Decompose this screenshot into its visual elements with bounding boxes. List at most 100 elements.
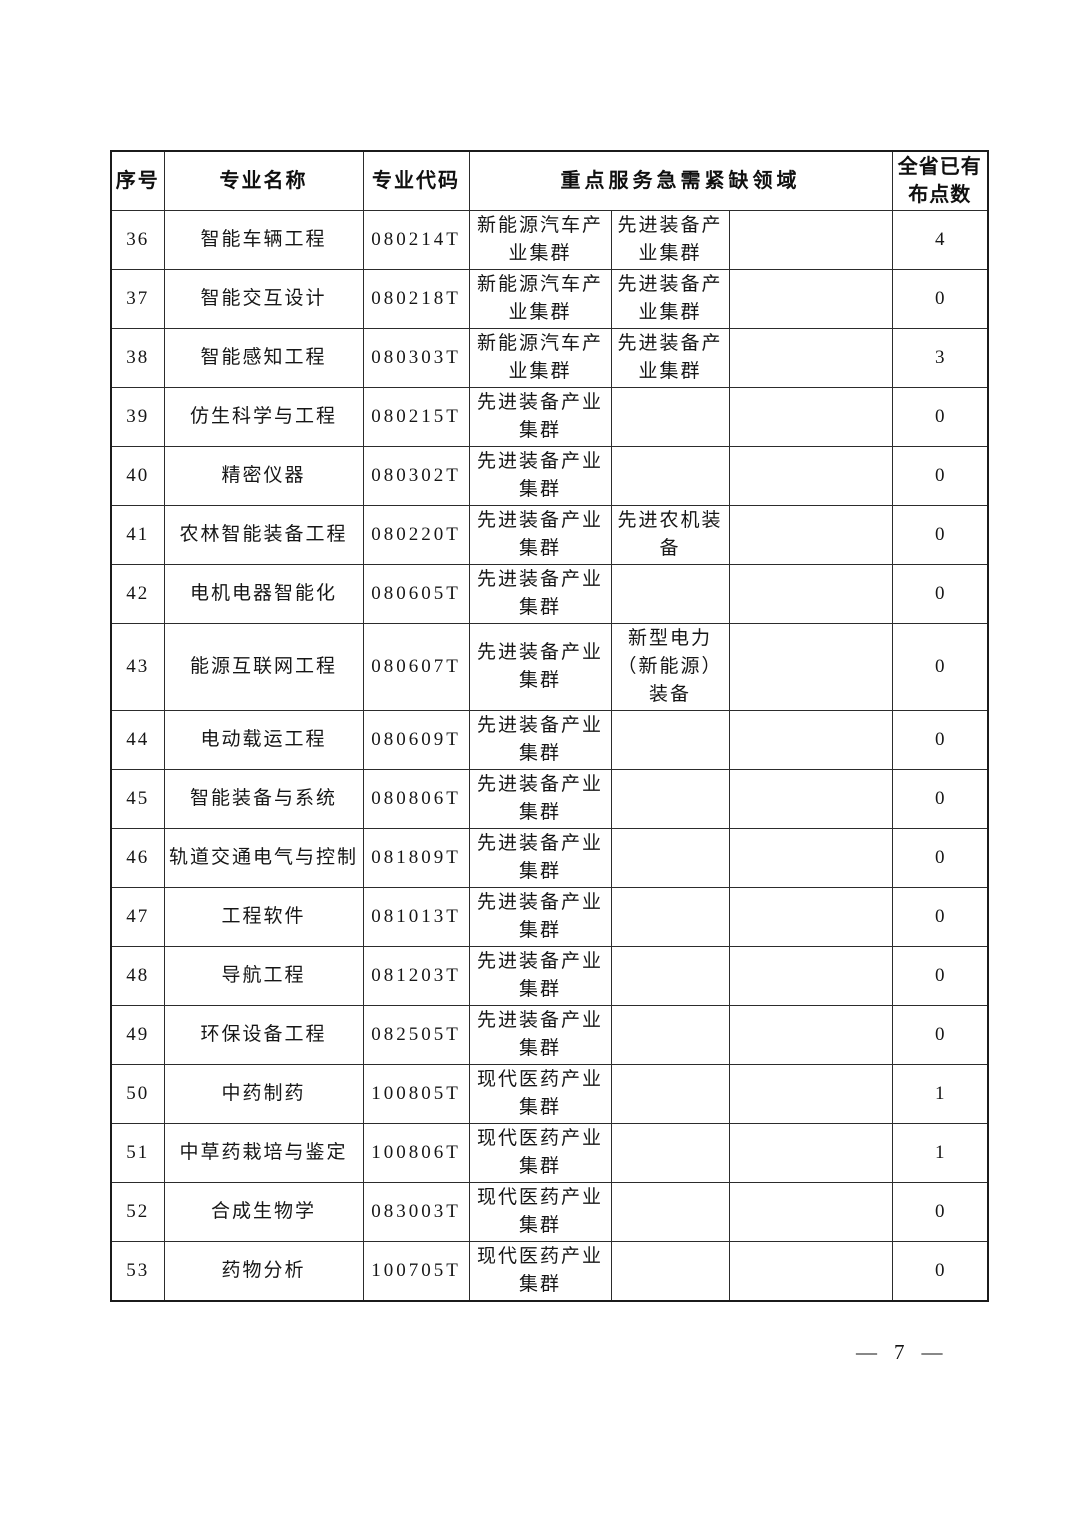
cell-f2	[610, 769, 730, 829]
cell-name: 智能感知工程	[163, 328, 364, 388]
cell-f2	[610, 1005, 730, 1065]
cell-seq: 42	[110, 564, 165, 624]
cell-count: 0	[891, 446, 989, 506]
cell-f3	[728, 710, 893, 770]
cell-f3	[728, 828, 893, 888]
cell-f1: 先进装备产业 集群	[468, 446, 612, 506]
cell-code: 083003T	[362, 1182, 470, 1242]
cell-name: 药物分析	[163, 1241, 364, 1302]
cell-code: 080303T	[362, 328, 470, 388]
table-row: 38 智能感知工程 080303T 新能源汽车产 业集群 先进装备产 业集群 3	[110, 328, 989, 388]
cell-name: 电机电器智能化	[163, 564, 364, 624]
cell-count: 0	[891, 505, 989, 565]
cell-f2	[610, 1064, 730, 1124]
cell-name: 环保设备工程	[163, 1005, 364, 1065]
cell-f2: 先进装备产 业集群	[610, 328, 730, 388]
cell-f1: 新能源汽车产 业集群	[468, 269, 612, 329]
cell-seq: 44	[110, 710, 165, 770]
header-name: 专业名称	[163, 150, 364, 211]
cell-count: 0	[891, 1182, 989, 1242]
cell-code: 081809T	[362, 828, 470, 888]
header-code: 专业代码	[362, 150, 470, 211]
cell-count: 0	[891, 623, 989, 711]
cell-f1: 先进装备产业 集群	[468, 769, 612, 829]
cell-f1: 先进装备产业 集群	[468, 387, 612, 447]
cell-f1: 现代医药产业 集群	[468, 1182, 612, 1242]
cell-code: 080214T	[362, 210, 470, 270]
cell-name: 中药制药	[163, 1064, 364, 1124]
cell-name: 电动载运工程	[163, 710, 364, 770]
cell-seq: 41	[110, 505, 165, 565]
cell-code: 080218T	[362, 269, 470, 329]
cell-seq: 51	[110, 1123, 165, 1183]
cell-f2	[610, 946, 730, 1006]
header-seq: 序号	[110, 150, 165, 211]
cell-f3	[728, 446, 893, 506]
cell-f2	[610, 1241, 730, 1302]
table-row: 47 工程软件 081013T 先进装备产业 集群 0	[110, 887, 989, 947]
cell-seq: 49	[110, 1005, 165, 1065]
cell-count: 0	[891, 1241, 989, 1302]
cell-f3	[728, 946, 893, 1006]
cell-name: 智能交互设计	[163, 269, 364, 329]
cell-f2	[610, 710, 730, 770]
cell-count: 0	[891, 1005, 989, 1065]
cell-f3	[728, 1123, 893, 1183]
cell-f2: 先进装备产 业集群	[610, 269, 730, 329]
cell-code: 100805T	[362, 1064, 470, 1124]
cell-f3	[728, 269, 893, 329]
cell-seq: 43	[110, 623, 165, 711]
table-body: 36 智能车辆工程 080214T 新能源汽车产 业集群 先进装备产 业集群 4 37 智能交…	[110, 210, 989, 1302]
cell-seq: 52	[110, 1182, 165, 1242]
cell-f2	[610, 887, 730, 947]
cell-code: 080605T	[362, 564, 470, 624]
cell-f3	[728, 623, 893, 711]
cell-f3	[728, 505, 893, 565]
table-row: 44 电动载运工程 080609T 先进装备产业 集群 0	[110, 710, 989, 770]
table-header: 序号 专业名称 专业代码 重点服务急需紧缺领域 全省已有 布点数	[110, 150, 989, 211]
cell-f2	[610, 1123, 730, 1183]
cell-name: 合成生物学	[163, 1182, 364, 1242]
cell-name: 工程软件	[163, 887, 364, 947]
cell-seq: 46	[110, 828, 165, 888]
table-row: 50 中药制药 100805T 现代医药产业 集群 1	[110, 1064, 989, 1124]
cell-code: 100705T	[362, 1241, 470, 1302]
cell-seq: 48	[110, 946, 165, 1006]
cell-f3	[728, 769, 893, 829]
cell-f3	[728, 210, 893, 270]
cell-f2	[610, 828, 730, 888]
cell-count: 1	[891, 1123, 989, 1183]
cell-count: 3	[891, 328, 989, 388]
footer-dash-left: —	[856, 1340, 877, 1364]
cell-name: 精密仪器	[163, 446, 364, 506]
cell-f1: 先进装备产业 集群	[468, 623, 612, 711]
table-row: 36 智能车辆工程 080214T 新能源汽车产 业集群 先进装备产 业集群 4	[110, 210, 989, 270]
table-row: 52 合成生物学 083003T 现代医药产业 集群 0	[110, 1182, 989, 1242]
table-row: 40 精密仪器 080302T 先进装备产业 集群 0	[110, 446, 989, 506]
table-row: 37 智能交互设计 080218T 新能源汽车产 业集群 先进装备产 业集群 0	[110, 269, 989, 329]
header-row: 序号 专业名称 专业代码 重点服务急需紧缺领域 全省已有 布点数	[110, 150, 989, 211]
page-number: 7	[894, 1340, 905, 1364]
cell-code: 080806T	[362, 769, 470, 829]
cell-f1: 现代医药产业 集群	[468, 1123, 612, 1183]
cell-name: 农林智能装备工程	[163, 505, 364, 565]
cell-f3	[728, 1182, 893, 1242]
cell-code: 081203T	[362, 946, 470, 1006]
cell-f2	[610, 446, 730, 506]
cell-seq: 50	[110, 1064, 165, 1124]
table-row: 51 中草药栽培与鉴定 100806T 现代医药产业 集群 1	[110, 1123, 989, 1183]
cell-count: 1	[891, 1064, 989, 1124]
header-field: 重点服务急需紧缺领域	[468, 150, 893, 211]
table-row: 41 农林智能装备工程 080220T 先进装备产业 集群 先进农机装 备 0	[110, 505, 989, 565]
cell-count: 0	[891, 828, 989, 888]
cell-seq: 53	[110, 1241, 165, 1302]
cell-count: 0	[891, 564, 989, 624]
cell-name: 智能装备与系统	[163, 769, 364, 829]
table-row: 48 导航工程 081203T 先进装备产业 集群 0	[110, 946, 989, 1006]
cell-f1: 先进装备产业 集群	[468, 1005, 612, 1065]
cell-code: 080609T	[362, 710, 470, 770]
cell-f2	[610, 387, 730, 447]
cell-count: 0	[891, 887, 989, 947]
cell-f1: 先进装备产业 集群	[468, 887, 612, 947]
